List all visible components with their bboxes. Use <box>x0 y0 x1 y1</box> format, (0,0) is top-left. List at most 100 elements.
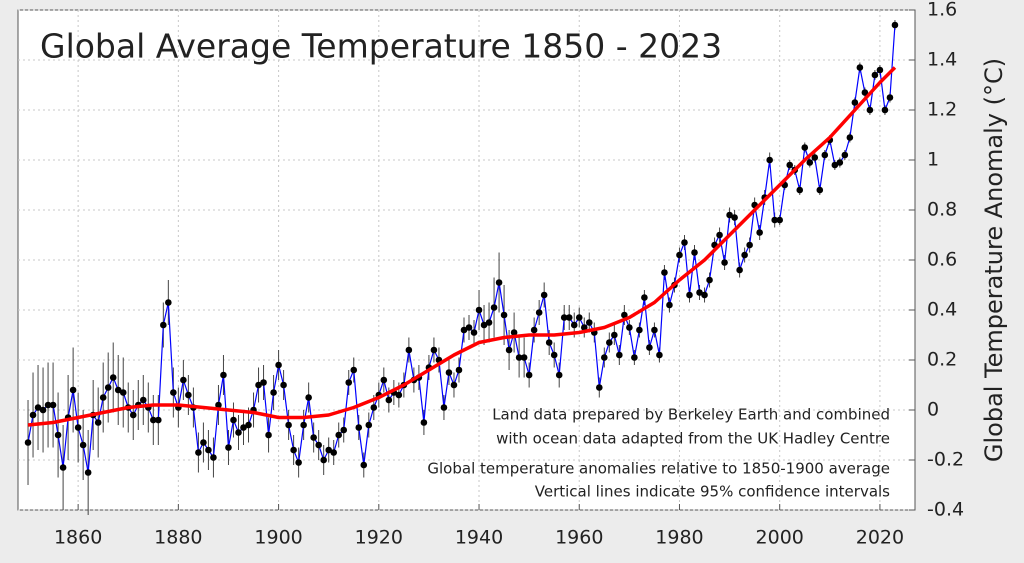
data-point <box>200 439 207 446</box>
data-point <box>44 401 52 409</box>
data-point <box>79 441 87 449</box>
annotation: Vertical lines indicate 95% confidence i… <box>535 483 890 501</box>
data-point <box>180 376 187 384</box>
data-point <box>786 161 794 169</box>
data-point <box>871 71 879 79</box>
data-point <box>74 424 82 431</box>
data-point <box>335 431 343 439</box>
y-tick-label: 1.2 <box>927 99 957 121</box>
data-point <box>611 331 618 339</box>
data-point <box>440 404 448 411</box>
y-tick-label: 0 <box>927 399 939 421</box>
data-point <box>395 391 403 399</box>
data-point <box>260 379 267 386</box>
data-point <box>811 154 819 161</box>
data-point <box>104 384 112 391</box>
data-point <box>265 431 272 439</box>
data-point <box>460 326 468 334</box>
x-tick-label: 2020 <box>856 527 904 549</box>
data-point <box>185 391 192 399</box>
data-point <box>465 324 473 331</box>
data-point <box>721 259 728 266</box>
data-point <box>129 411 137 419</box>
data-point <box>651 326 658 334</box>
data-point <box>731 214 738 221</box>
data-point <box>505 346 513 354</box>
data-point <box>656 351 663 359</box>
data-point <box>716 231 723 239</box>
data-point <box>155 416 162 424</box>
data-point <box>771 216 778 224</box>
data-point <box>475 306 483 314</box>
data-point <box>881 106 889 114</box>
y-tick-label: 0.2 <box>927 349 957 371</box>
data-point <box>545 339 553 346</box>
data-point <box>766 156 773 164</box>
chart-title: Global Average Temperature 1850 - 2023 <box>40 27 722 66</box>
data-point <box>139 396 147 404</box>
data-point <box>500 311 508 319</box>
annotation: Global temperature anomalies relative to… <box>427 460 890 478</box>
annotation: Land data prepared by Berkeley Earth and… <box>492 406 890 424</box>
data-point <box>736 266 743 274</box>
data-point <box>84 469 92 476</box>
data-point <box>756 229 763 236</box>
data-point <box>405 346 413 354</box>
data-point <box>570 321 578 329</box>
data-point <box>856 64 864 71</box>
data-point <box>641 294 648 301</box>
data-point <box>210 454 217 461</box>
data-point <box>99 394 107 401</box>
data-point <box>445 369 453 376</box>
data-point <box>661 269 668 276</box>
data-point <box>515 354 523 361</box>
y-tick-label: -0.4 <box>927 499 964 521</box>
data-point <box>240 424 247 431</box>
data-point <box>646 344 653 351</box>
data-point <box>806 159 814 166</box>
data-point <box>230 416 237 424</box>
x-tick-label: 1860 <box>54 527 102 549</box>
data-point <box>861 89 869 96</box>
trend-line <box>27 66 897 427</box>
data-point <box>866 106 874 114</box>
data-point <box>831 161 839 169</box>
data-point <box>846 134 854 141</box>
data-point <box>891 21 899 29</box>
data-point <box>295 459 302 466</box>
y-tick-label: 0.6 <box>927 249 957 271</box>
data-point <box>255 381 262 389</box>
data-point <box>886 94 894 101</box>
data-point <box>535 309 543 316</box>
data-point <box>275 361 282 369</box>
data-point <box>836 159 844 166</box>
x-tick-label: 1880 <box>154 527 202 549</box>
x-tick-label: 1900 <box>254 527 302 549</box>
data-point <box>325 446 332 454</box>
data-point <box>530 326 538 334</box>
data-point <box>195 449 202 456</box>
data-point <box>305 394 312 401</box>
data-point <box>821 151 829 159</box>
x-tick-label: 1980 <box>655 527 703 549</box>
y-tick-label: 1 <box>927 149 939 171</box>
data-point <box>616 351 623 359</box>
y-tick-label: 0.4 <box>927 299 957 321</box>
data-point <box>621 311 628 319</box>
data-point <box>540 291 548 299</box>
data-point <box>746 241 753 249</box>
data-point <box>580 324 588 331</box>
data-point <box>601 354 608 361</box>
data-point <box>851 99 859 106</box>
data-point <box>555 371 563 379</box>
data-point <box>320 456 327 464</box>
data-point <box>170 389 177 396</box>
data-point <box>235 429 242 436</box>
data-point <box>54 431 62 439</box>
data-point <box>520 354 528 361</box>
data-point <box>330 449 338 456</box>
data-point <box>24 439 32 446</box>
data-point <box>741 251 748 259</box>
